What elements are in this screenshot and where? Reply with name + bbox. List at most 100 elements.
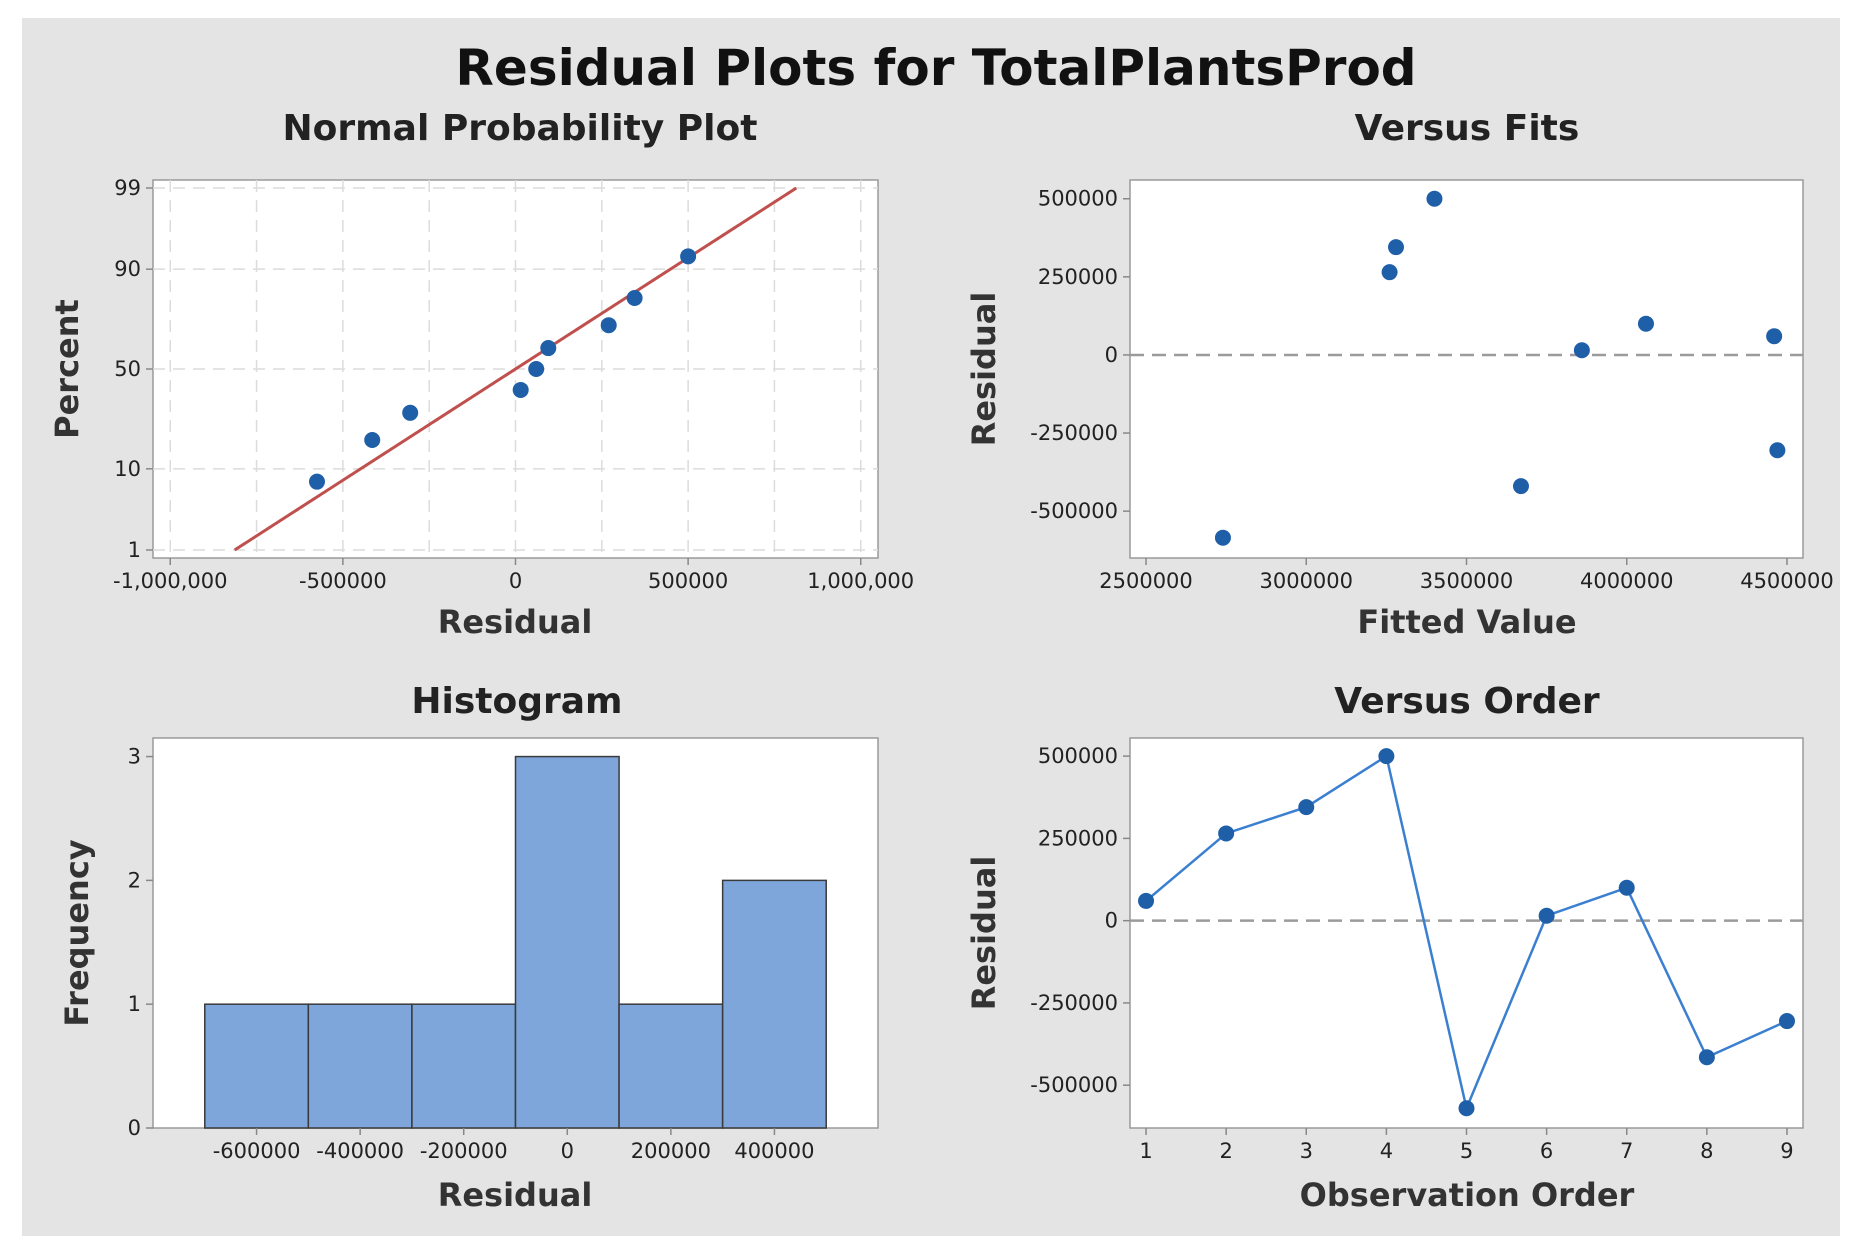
normal-plot-point (600, 317, 617, 334)
order-plot-x-tick-label: 2 (1219, 1139, 1232, 1163)
panel-versus-order: Versus Order 1 2 3 4 5 6 7 8 9 500000 250000 0 -250… (965, 681, 1804, 1214)
histogram-bars (204, 755, 827, 1129)
order-plot-y-tick-label: 250000 (1038, 826, 1118, 850)
normal-plot-y-tick-label: 10 (114, 457, 141, 481)
order-plot-y-tick-label: -250000 (1030, 991, 1118, 1015)
fits-plot-point (1426, 190, 1443, 207)
histogram-bar (307, 1003, 413, 1129)
normal-plot-point (680, 248, 697, 265)
order-plot-x-tick-label: 5 (1460, 1139, 1473, 1163)
order-plot-point (1218, 825, 1235, 842)
order-plot-x-tick-label: 7 (1620, 1139, 1633, 1163)
order-plot-area (1129, 737, 1804, 1129)
fits-plot-x-tick-label: 4500000 (1740, 569, 1834, 593)
order-plot-point (1458, 1100, 1475, 1117)
fits-plot-point (1387, 239, 1404, 256)
normal-plot-x-ticks: -1,000,000 -500000 0 500000 1,000,000 (113, 558, 914, 593)
histogram-x-tick-label: 0 (561, 1139, 574, 1163)
fits-plot-point (1637, 315, 1654, 332)
fits-plot-y-tick-label: -250000 (1030, 421, 1118, 445)
order-plot-x-label: Observation Order (1300, 1176, 1635, 1214)
histogram-bar (618, 1003, 724, 1129)
histogram-x-tick-label: 200000 (631, 1139, 711, 1163)
normal-plot-fit-line-group (233, 186, 798, 552)
order-plot-point (1618, 879, 1635, 896)
histogram-y-label: Frequency (58, 839, 96, 1026)
histogram-bar (514, 755, 620, 1129)
normal-plot-y-label: Percent (48, 299, 86, 439)
normal-plot-points (308, 248, 697, 490)
order-plot-x-tick-label: 6 (1540, 1139, 1553, 1163)
order-plot-point (1538, 907, 1555, 924)
normal-plot-y-tick-label: 1 (128, 538, 141, 562)
normal-plot-x-tick-label: 500000 (648, 569, 728, 593)
normal-plot-point (528, 361, 545, 377)
fits-plot-y-ticks: 500000 250000 0 -250000 -500000 (1030, 187, 1130, 523)
order-plot-title: Versus Order (1334, 681, 1600, 722)
order-plot-x-ticks: 1 2 3 4 5 6 7 8 9 (1139, 1128, 1794, 1163)
fits-plot-y-tick-label: 250000 (1038, 265, 1118, 289)
order-plot-x-tick-label: 1 (1139, 1139, 1152, 1163)
fits-plot-point (1214, 529, 1231, 546)
fits-plot-y-label: Residual (965, 292, 1003, 447)
panel-histogram: Histogram -600000 -400000 -200000 0 200000 40… (58, 681, 879, 1214)
order-plot-x-tick-label: 4 (1380, 1139, 1393, 1163)
histogram-y-ticks: 0 1 2 3 (128, 745, 153, 1140)
fits-plot-y-tick-label: 0 (1105, 343, 1118, 367)
order-plot-y-tick-label: -500000 (1030, 1073, 1118, 1097)
fits-plot-x-tick-label: 3500000 (1420, 569, 1514, 593)
histogram-x-tick-label: -200000 (420, 1139, 508, 1163)
fits-plot-point (1769, 442, 1786, 459)
fits-plot-points (1214, 190, 1786, 546)
fits-plot-x-ticks: 2500000 3000000 3500000 4000000 4500000 (1099, 558, 1834, 593)
histogram-y-tick-label: 3 (128, 745, 141, 769)
histogram-x-tick-label: -600000 (213, 1139, 301, 1163)
normal-plot-x-tick-label: 0 (509, 569, 522, 593)
panel-versus-fits: Versus Fits 2500000 3000000 3500000 4000000… (965, 108, 1834, 641)
fits-plot-y-tick-label: 500000 (1038, 187, 1118, 211)
normal-plot-y-tick-label: 50 (114, 357, 141, 381)
order-plot-y-ticks: 500000 250000 0 -250000 -500000 (1030, 744, 1130, 1097)
order-plot-point (1138, 892, 1155, 909)
main-title: Residual Plots for TotalPlantsProd (455, 39, 1416, 97)
normal-plot-y-ticks: 1 10 50 90 99 (114, 176, 153, 562)
order-plot-point (1298, 799, 1315, 816)
normal-plot-point (512, 381, 529, 398)
histogram-x-ticks: -600000 -400000 -200000 0 200000 400000 (213, 1128, 815, 1163)
fits-plot-point (1512, 478, 1529, 495)
histogram-y-tick-label: 2 (128, 868, 141, 892)
normal-plot-point (364, 432, 381, 449)
order-plot-y-label: Residual (965, 856, 1003, 1011)
fits-plot-point (1381, 264, 1398, 281)
normal-plot-y-tick-label: 90 (114, 257, 141, 281)
normal-plot-x-tick-label: -500000 (299, 569, 387, 593)
normal-plot-point (626, 289, 643, 306)
order-plot-y-tick-label: 0 (1105, 909, 1118, 933)
order-plot-point (1778, 1013, 1795, 1030)
fits-plot-point (1573, 342, 1590, 359)
order-plot-point (1698, 1049, 1715, 1066)
normal-plot-x-label: Residual (438, 603, 593, 641)
fits-plot-point (1766, 328, 1783, 345)
normal-plot-grid (153, 180, 878, 558)
histogram-bar (721, 879, 827, 1129)
histogram-x-label: Residual (438, 1176, 593, 1214)
fits-plot-x-tick-label: 3000000 (1259, 569, 1353, 593)
order-plot-points (1138, 748, 1795, 1117)
normal-plot-point (308, 473, 325, 490)
normal-plot-fit-line (233, 186, 798, 552)
normal-plot-point (402, 404, 419, 421)
order-plot-y-tick-label: 500000 (1038, 744, 1118, 768)
order-plot-x-tick-label: 9 (1780, 1139, 1793, 1163)
fits-plot-area (1129, 179, 1804, 559)
histogram-bar (411, 1003, 517, 1129)
normal-plot-y-tick-label: 99 (114, 176, 141, 200)
normal-plot-point (540, 340, 557, 357)
fits-plot-x-tick-label: 2500000 (1099, 569, 1193, 593)
histogram-y-tick-label: 0 (128, 1116, 141, 1140)
histogram-x-tick-label: -400000 (316, 1139, 404, 1163)
order-plot-x-tick-label: 3 (1300, 1139, 1313, 1163)
normal-plot-x-tick-label: -1,000,000 (113, 569, 227, 593)
order-plot-x-tick-label: 8 (1700, 1139, 1713, 1163)
